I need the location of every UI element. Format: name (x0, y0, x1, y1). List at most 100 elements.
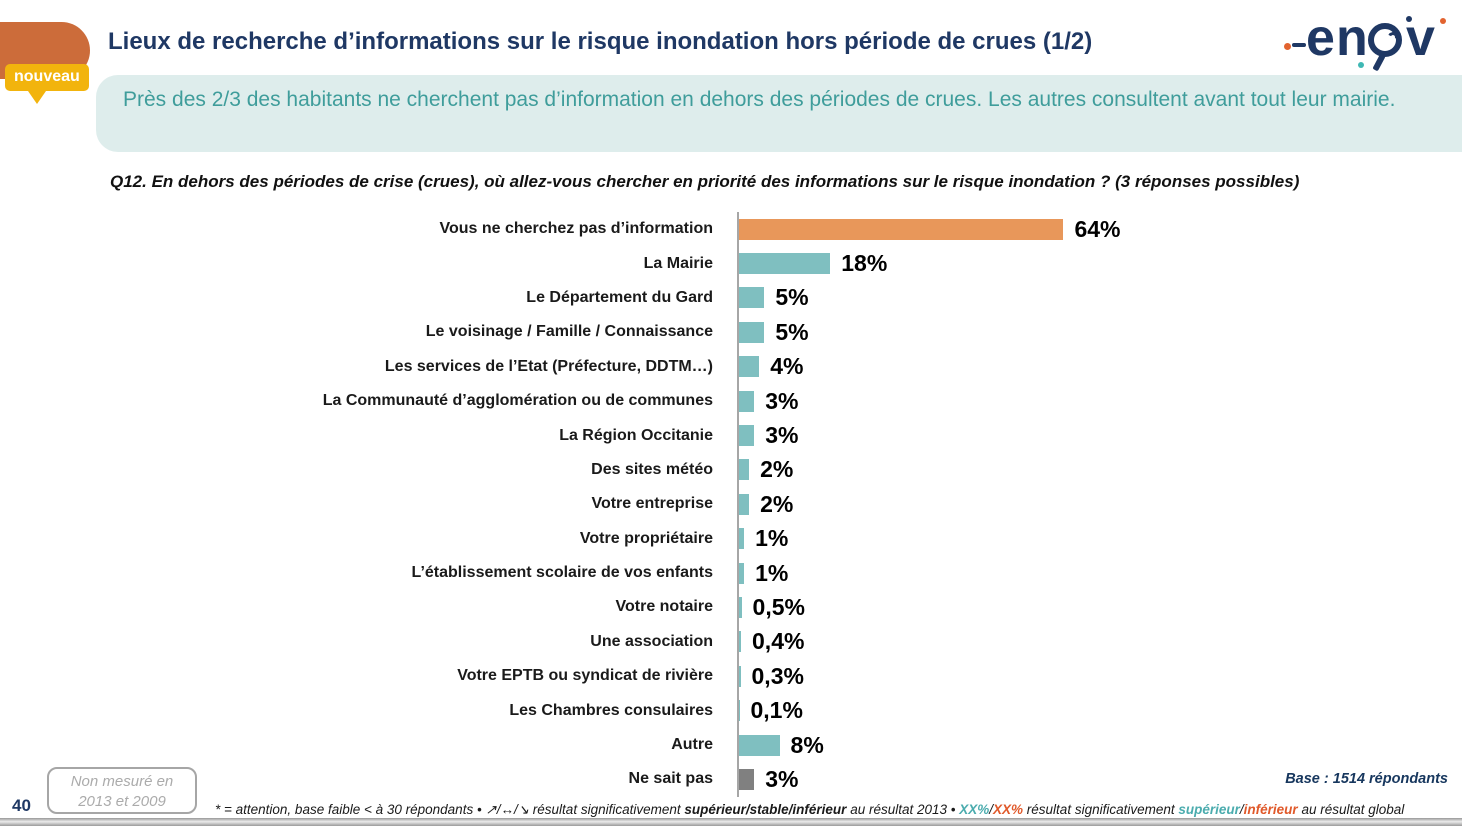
magnifier-icon (1368, 23, 1402, 57)
bar-track: 8% (737, 727, 1462, 763)
logo-dot-teal (1358, 62, 1364, 68)
chart-row: Le voisinage / Famille / Connaissance 5% (0, 315, 1462, 350)
page-number: 40 (12, 796, 31, 815)
value-label: 0,5% (752, 593, 805, 620)
category-label: La Communauté d’agglomération ou de comm… (322, 392, 713, 410)
bar (739, 700, 740, 722)
category-label: Les Chambres consulaires (509, 701, 713, 719)
category-label: Ne sait pas (628, 770, 713, 788)
bar-track: 5% (737, 280, 1462, 316)
chart-row: Les services de l’Etat (Préfecture, DDTM… (0, 349, 1462, 384)
value-label: 1% (755, 559, 789, 586)
bar-track: 3% (737, 762, 1462, 797)
bar-track: 2% (737, 487, 1462, 522)
bar-track: 2% (737, 452, 1462, 488)
value-label: 5% (775, 318, 809, 345)
bar-track: 3% (737, 418, 1462, 453)
footnote-part: / (989, 802, 994, 817)
bar (739, 493, 750, 515)
value-label: 2% (760, 456, 794, 483)
category-label: Les services de l’Etat (Préfecture, DDTM… (384, 357, 713, 375)
chart-row: Une association 0,4% (0, 624, 1462, 660)
bar (739, 459, 750, 481)
bar-track: 64% (737, 212, 1462, 247)
chart-row: Votre entreprise 2% (0, 487, 1462, 522)
bar (739, 390, 755, 412)
category-label: Le voisinage / Famille / Connaissance (425, 323, 713, 341)
bar (739, 596, 742, 618)
footnote-part: supérieur/stable/inférieur (684, 802, 847, 817)
value-label: 18% (841, 250, 888, 277)
bar (739, 425, 755, 447)
chart-row: Ne sait pas 3% (0, 762, 1462, 797)
logo-dot-orange-left (1284, 43, 1291, 50)
bar-track: 3% (737, 383, 1462, 419)
bar (739, 768, 755, 790)
bar-track: 0,3% (737, 659, 1462, 694)
chart-row: Votre EPTB ou syndicat de rivière 0,3% (0, 659, 1462, 694)
footnote: * = attention, base faible < à 30 répond… (215, 802, 1404, 818)
bar-track: 0,1% (737, 693, 1462, 728)
category-label: L’établissement scolaire de vos enfants (411, 564, 713, 582)
category-label: La Région Occitanie (559, 426, 713, 444)
value-label: 8% (790, 731, 824, 758)
bottom-divider-bar (0, 818, 1462, 826)
not-measured-note: Non mesuré en 2013 et 2009 (47, 767, 197, 814)
logo-letter-n: n (1336, 9, 1368, 67)
bar-chart: Vous ne cherchez pas d’information 64% La … (0, 212, 1462, 797)
logo-dot-orange-right (1440, 18, 1446, 24)
chart-row: Le Département du Gard 5% (0, 280, 1462, 316)
footnote-part: XX% (993, 802, 1024, 817)
chart-row: Votre propriétaire 1% (0, 521, 1462, 556)
value-label: 3% (765, 765, 799, 792)
enov-logo: e n v (1284, 10, 1452, 74)
nouveau-badge: nouveau (5, 64, 89, 91)
chart-row: Votre notaire 0,5% (0, 590, 1462, 625)
category-label: Votre notaire (615, 598, 714, 616)
footnote-part: au résultat global (1297, 802, 1405, 817)
value-label: 1% (755, 525, 789, 552)
value-label: 64% (1074, 215, 1121, 242)
footnote-part: résultat significativement (1023, 802, 1179, 817)
value-label: 0,1% (750, 697, 803, 724)
chart-row: La Mairie 18% (0, 246, 1462, 281)
footnote-part: / (1239, 802, 1244, 817)
bar-track: 5% (737, 315, 1462, 350)
chart-rows: Vous ne cherchez pas d’information 64% La … (0, 212, 1462, 797)
bar (739, 253, 831, 275)
bar (739, 734, 780, 756)
bar (739, 287, 765, 309)
value-label: 2% (760, 490, 794, 517)
bar (739, 356, 760, 378)
category-label: Votre propriétaire (579, 529, 713, 547)
bar-track: 0,4% (737, 624, 1462, 660)
footnote-part: * = attention, base faible < à 30 répond… (215, 802, 685, 817)
magnifier-handle (1372, 53, 1386, 72)
bar-track: 1% (737, 521, 1462, 556)
question-text: Q12. En dehors des périodes de crise (cr… (110, 172, 1300, 191)
chart-row: Vous ne cherchez pas d’information 64% (0, 212, 1462, 247)
bar (739, 665, 741, 687)
note-line2: 2013 et 2009 (78, 793, 166, 811)
bar-track: 1% (737, 555, 1462, 591)
value-label: 3% (765, 387, 799, 414)
category-label: Le Département du Gard (526, 288, 713, 306)
value-label: 3% (765, 422, 799, 449)
bar-track: 18% (737, 246, 1462, 281)
chart-row: L’établissement scolaire de vos enfants 1… (0, 555, 1462, 591)
lens-glint (1386, 30, 1400, 44)
logo-letter-e: e (1306, 9, 1335, 67)
logo-dash (1292, 43, 1306, 47)
bar (739, 528, 745, 550)
bar (739, 218, 1064, 240)
chart-row: Les Chambres consulaires 0,1% (0, 693, 1462, 728)
value-label: 5% (775, 284, 809, 311)
category-label: La Mairie (643, 254, 713, 272)
chart-row: Autre 8% (0, 727, 1462, 763)
chart-row: La Région Occitanie 3% (0, 418, 1462, 453)
footnote-part: inférieur (1243, 802, 1298, 817)
category-label: Votre EPTB ou syndicat de rivière (457, 667, 713, 685)
page-title: Lieux de recherche d’informations sur le… (108, 28, 1093, 55)
bar (739, 631, 742, 653)
